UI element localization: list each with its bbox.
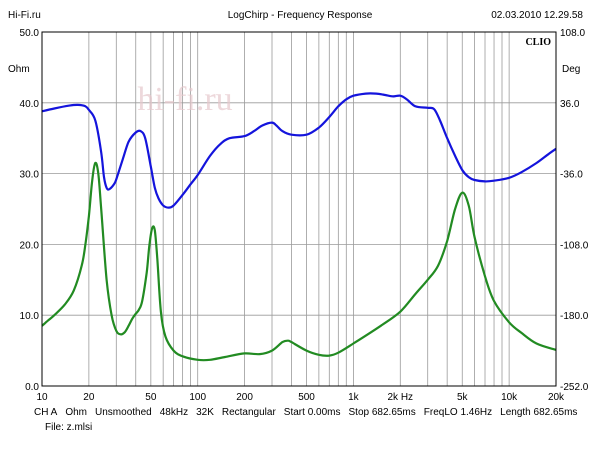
grid — [42, 32, 556, 386]
footer-token: FreqLO 1.46Hz — [423, 407, 493, 418]
x-tick-label: 10 — [36, 392, 48, 403]
x-tick-label: 200 — [236, 392, 253, 403]
left-tick-label: 50.0 — [20, 28, 40, 39]
x-tick-label: 5k — [457, 392, 469, 403]
left-tick-label: 30.0 — [20, 170, 40, 181]
impedance-curve-green — [41, 161, 557, 362]
right-unit-label: Deg — [562, 64, 580, 75]
left-tick-label: 0.0 — [25, 382, 39, 393]
left-unit-label: Ohm — [8, 64, 30, 75]
right-tick-label: -36.0 — [560, 170, 583, 181]
x-tick-label: 100 — [189, 392, 206, 403]
x-tick-label: 50 — [145, 392, 157, 403]
watermark: hi-fi.ru — [137, 81, 232, 118]
x-tick-label: 20k — [548, 392, 565, 403]
tick-labels: 10 20 50 100 200 500 1k 2k Hz 5k 10k 20k 0.0 10.0 20.… — [20, 28, 589, 403]
x-tick-label: 2k Hz — [388, 392, 414, 403]
x-tick-label: 20 — [83, 392, 95, 403]
right-tick-label: 108.0 — [560, 28, 585, 39]
x-tick-label: 1k — [348, 392, 360, 403]
left-tick-label: 20.0 — [20, 240, 40, 251]
right-tick-label: -180.0 — [560, 311, 589, 322]
x-tick-label: 10k — [501, 392, 518, 403]
footer-token: CH A — [34, 407, 58, 418]
series-layer — [41, 92, 557, 362]
timestamp: 02.03.2010 12.29.58 — [491, 10, 583, 21]
plot-frame — [41, 31, 557, 387]
chart-title: LogChirp - Frequency Response — [227, 10, 373, 21]
impedance-curve-blue — [41, 92, 557, 209]
footer-token: Ohm — [65, 407, 88, 418]
file-name: File: z.mlsi — [45, 422, 93, 433]
left-tick-label: 10.0 — [20, 311, 40, 322]
footer-token: 48kHz — [159, 407, 189, 418]
right-tick-label: -252.0 — [560, 382, 589, 393]
footer-token: Stop 682.65ms — [348, 407, 416, 418]
footer-token: Length 682.65ms — [500, 407, 578, 418]
app-name: Hi-Fi.ru — [8, 10, 41, 21]
right-tick-label: -108.0 — [560, 240, 589, 251]
footer-token: 32K — [196, 407, 214, 418]
x-tick-label: 500 — [298, 392, 315, 403]
measurement-info: CH A Ohm Unsmoothed 48kHz 32K Rectangular Star… — [34, 407, 578, 418]
left-tick-label: 40.0 — [20, 99, 40, 110]
footer-token: Unsmoothed — [95, 407, 152, 418]
footer-token: Rectangular — [221, 407, 276, 418]
clio-brand: CLIO — [525, 37, 551, 48]
right-tick-label: 36.0 — [560, 99, 580, 110]
footer-token: Start 0.00ms — [283, 407, 341, 418]
